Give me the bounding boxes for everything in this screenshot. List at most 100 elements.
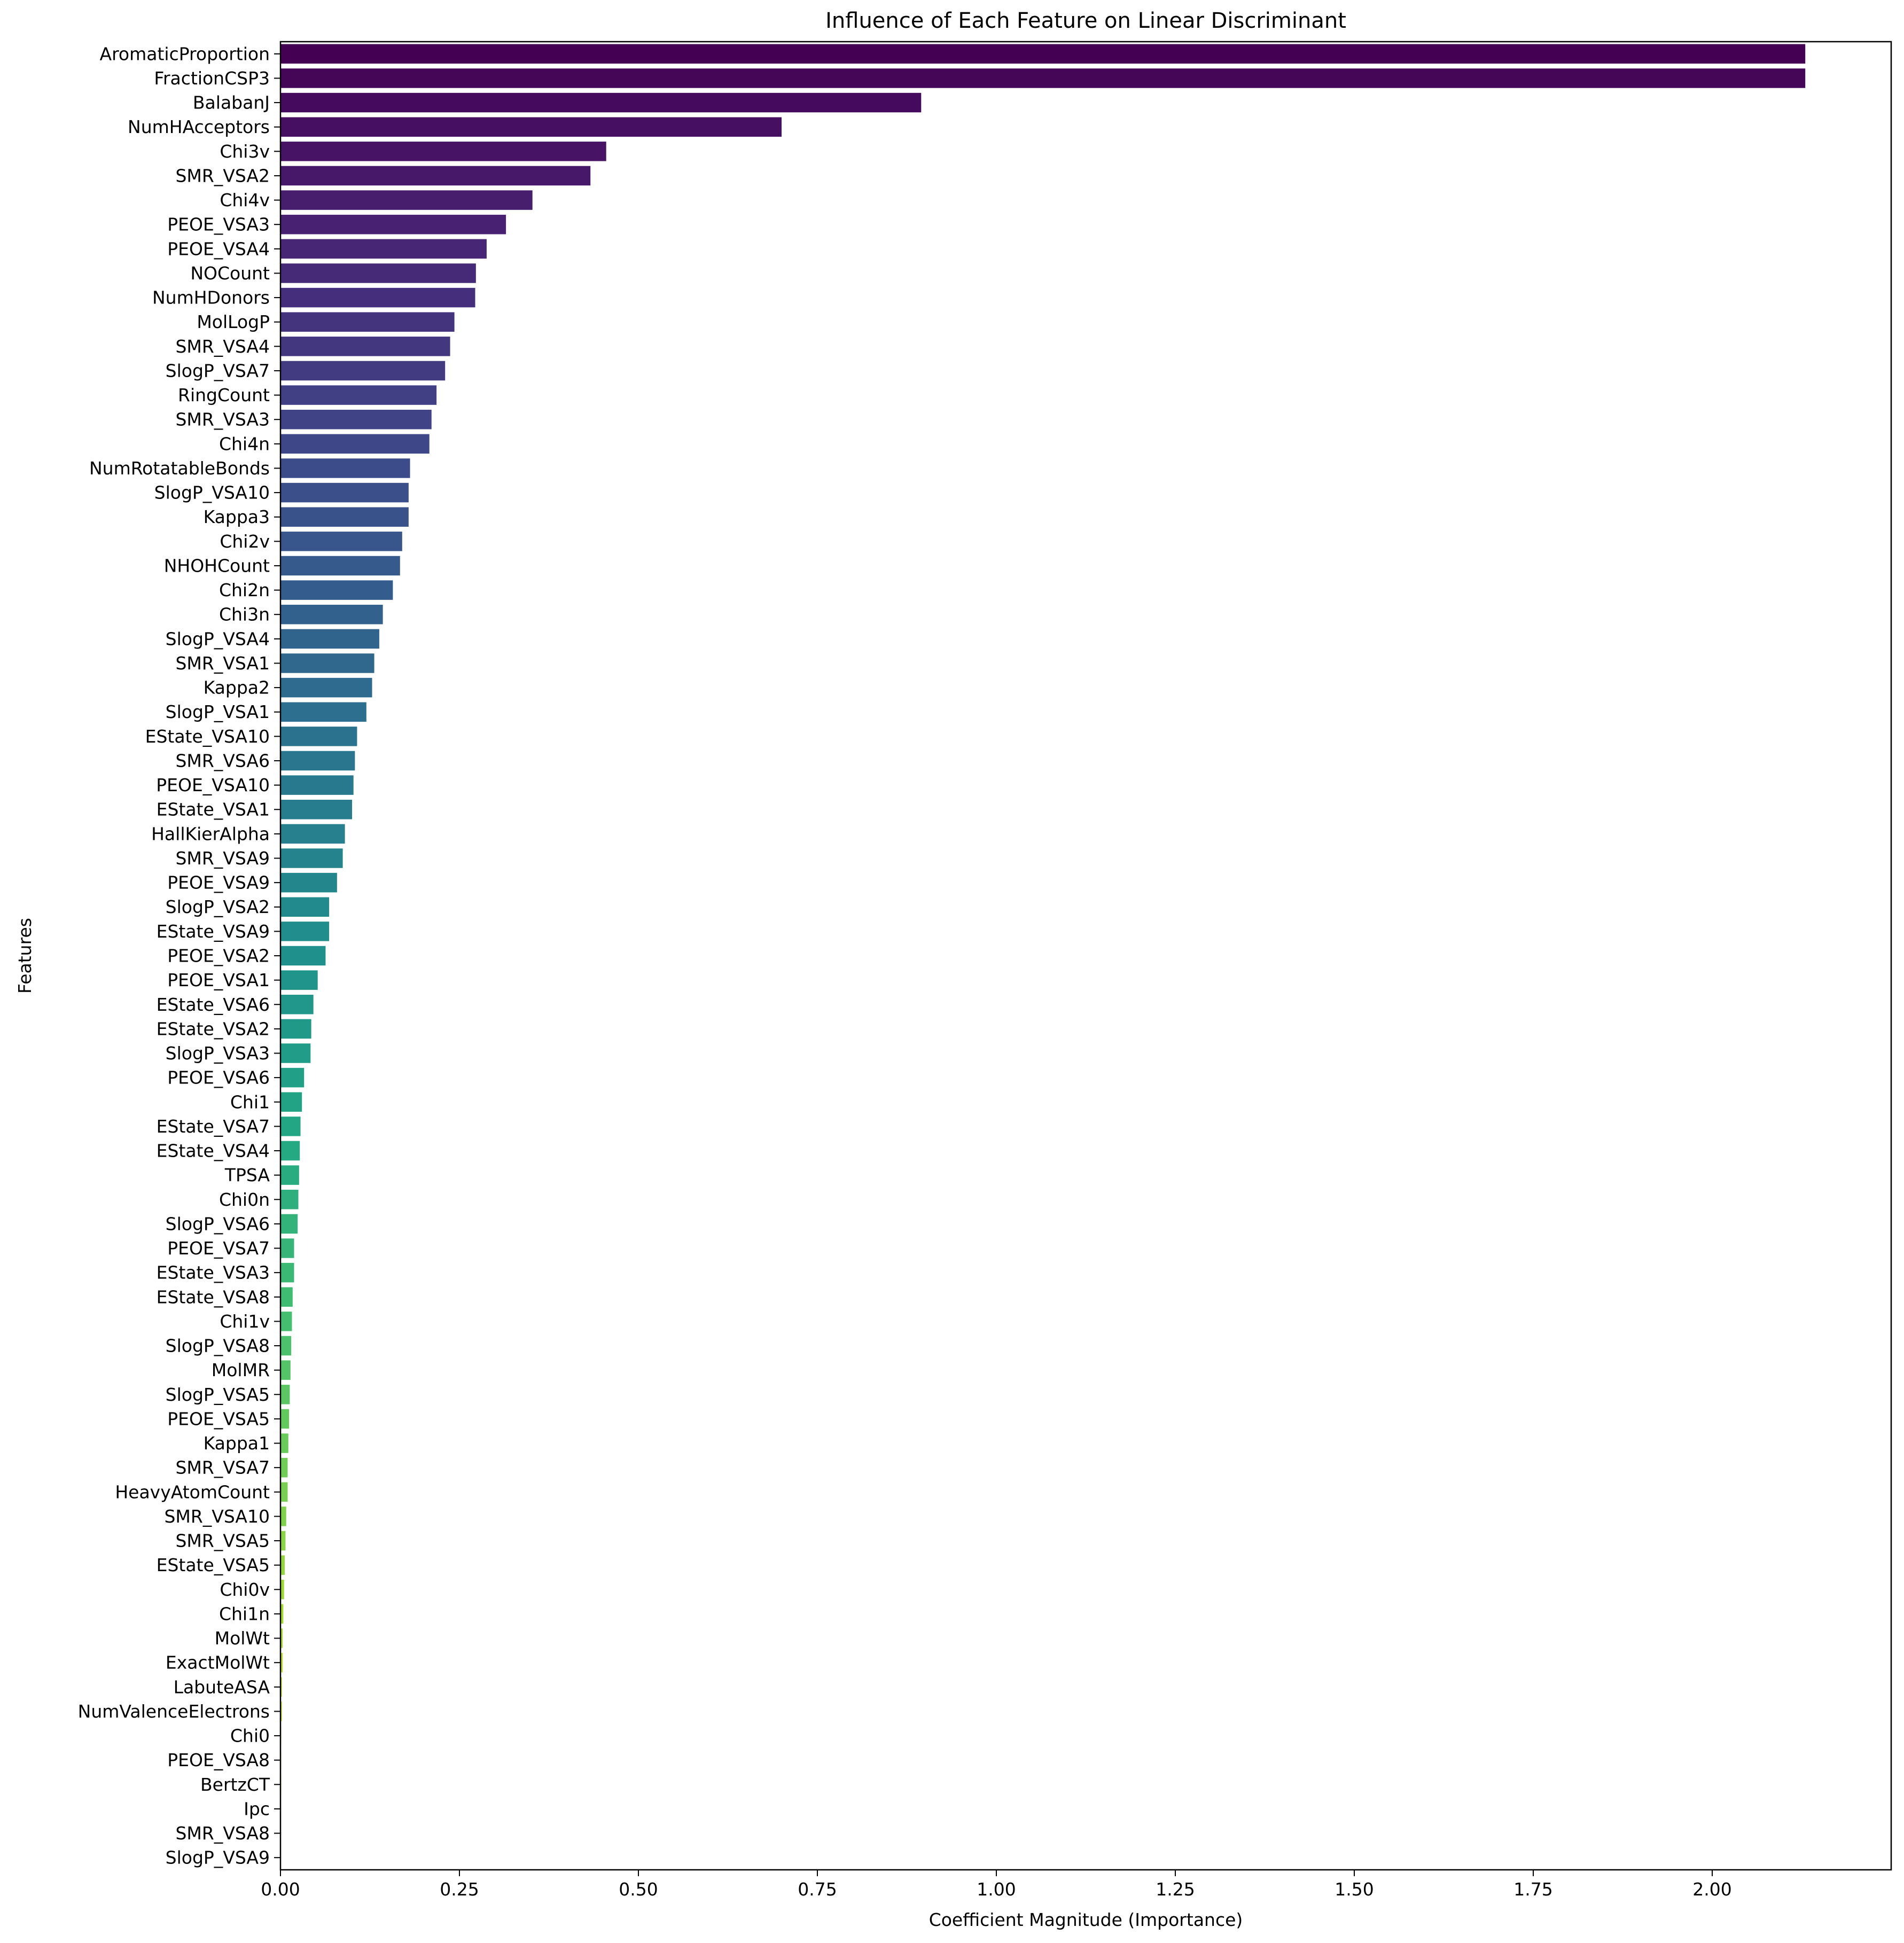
- x-axis-ticks: 0.00 0.25 0.50 0.75 1.00 1.25 1.50 1.75 2.00: [261, 1870, 1732, 1900]
- bar: [280, 1652, 283, 1673]
- bar: [280, 68, 1806, 88]
- bar: [280, 337, 450, 356]
- bar: [280, 92, 922, 113]
- bar: [280, 775, 354, 795]
- x-tick-label: 1.00: [977, 1879, 1016, 1900]
- bar: [280, 580, 393, 600]
- y-tick-label: Chi2n: [219, 580, 270, 600]
- y-tick-label: LabuteASA: [174, 1676, 270, 1697]
- bar: [280, 922, 330, 941]
- bar: [280, 702, 366, 722]
- bar: [280, 434, 430, 454]
- y-tick-label: HallKierAlpha: [151, 823, 270, 844]
- chart-title: Influence of Each Feature on Linear Disc…: [825, 9, 1346, 33]
- y-tick-label: EState_VSA3: [157, 1262, 270, 1283]
- y-tick-label: Chi2v: [220, 531, 270, 552]
- bar: [280, 1580, 284, 1599]
- bar: [280, 507, 409, 527]
- y-tick-label: SMR_VSA1: [175, 653, 270, 674]
- y-tick-label: PEOE_VSA8: [167, 1750, 270, 1770]
- axes-frame: [279, 41, 1892, 1871]
- bar: [280, 361, 446, 381]
- y-tick-label: SlogP_VSA6: [166, 1213, 270, 1234]
- bar: [280, 1312, 292, 1331]
- y-tick-label: SlogP_VSA9: [166, 1847, 270, 1868]
- y-tick-label: PEOE_VSA1: [167, 970, 270, 990]
- y-tick-label: Kappa1: [204, 1433, 270, 1454]
- y-axis-label: Features: [14, 918, 35, 994]
- bar: [280, 1531, 286, 1551]
- y-tick-label: Chi1v: [220, 1311, 270, 1332]
- y-tick-label: SlogP_VSA4: [166, 628, 270, 649]
- y-tick-label: Chi0n: [219, 1189, 270, 1210]
- y-tick-label: EState_VSA5: [157, 1555, 270, 1575]
- bar: [280, 1628, 283, 1648]
- bar: [280, 214, 506, 235]
- bar: [280, 970, 318, 990]
- bar: [280, 556, 400, 576]
- bar: [280, 1117, 301, 1136]
- bar: [280, 1043, 311, 1063]
- bar: [280, 1360, 291, 1380]
- y-tick-label: PEOE_VSA7: [167, 1238, 270, 1259]
- bar: [280, 532, 402, 551]
- bar: [280, 1141, 300, 1161]
- y-tick-label: Chi1: [230, 1091, 270, 1112]
- y-tick-label: SMR_VSA2: [175, 165, 270, 186]
- y-tick-label: Ipc: [244, 1798, 270, 1819]
- y-tick-label: Chi3v: [220, 141, 270, 162]
- y-tick-label: NHOHCount: [164, 555, 270, 576]
- y-tick-label: BalabanJ: [193, 92, 270, 113]
- bar: [280, 1262, 294, 1283]
- bar: [280, 190, 533, 210]
- y-tick-label: PEOE_VSA5: [167, 1408, 270, 1429]
- y-tick-label: SlogP_VSA8: [166, 1336, 270, 1356]
- bar: [280, 1677, 282, 1697]
- bar: [280, 727, 357, 746]
- bar: [280, 799, 352, 820]
- bar: [280, 287, 475, 308]
- bar: [280, 653, 374, 673]
- y-tick-label: Chi0: [230, 1726, 270, 1746]
- y-tick-label: EState_VSA8: [157, 1286, 270, 1307]
- x-tick-label: 2.00: [1692, 1879, 1731, 1900]
- y-tick-label: RingCount: [178, 385, 270, 405]
- bar: [280, 263, 476, 283]
- y-tick-label: EState_VSA1: [157, 799, 270, 820]
- y-tick-label: FractionCSP3: [154, 68, 270, 89]
- y-tick-label: EState_VSA7: [157, 1116, 270, 1137]
- x-tick-label: 0.00: [261, 1879, 300, 1900]
- bar: [280, 848, 343, 868]
- y-tick-label: NOCount: [190, 263, 270, 284]
- bar: [280, 751, 355, 771]
- y-tick-label: PEOE_VSA3: [167, 214, 270, 235]
- y-tick-label: Chi1n: [219, 1603, 270, 1624]
- y-axis-ticks: AromaticProportion FractionCSP3 BalabanJ Nu…: [78, 43, 280, 1868]
- x-tick-label: 0.25: [440, 1879, 479, 1900]
- bar: [280, 44, 1806, 64]
- x-tick-label: 1.75: [1513, 1879, 1552, 1900]
- y-tick-label: EState_VSA10: [145, 726, 270, 747]
- y-tick-label: Chi0v: [220, 1579, 270, 1600]
- bar: [280, 1604, 284, 1624]
- bar: [280, 946, 326, 966]
- bar: [280, 409, 432, 430]
- y-tick-label: SMR_VSA7: [175, 1457, 270, 1478]
- y-tick-label: NumRotatableBonds: [89, 458, 270, 479]
- bar: [280, 897, 330, 917]
- y-tick-label: SMR_VSA5: [175, 1531, 270, 1551]
- y-tick-label: PEOE_VSA4: [167, 238, 270, 259]
- y-tick-label: Kappa2: [204, 677, 270, 698]
- y-tick-label: EState_VSA6: [157, 994, 270, 1015]
- y-tick-label: PEOE_VSA6: [167, 1067, 270, 1088]
- bar: [280, 142, 606, 161]
- bar: [280, 1287, 293, 1307]
- y-tick-label: MolLogP: [197, 311, 270, 332]
- x-tick-label: 1.25: [1156, 1879, 1195, 1900]
- bar: [280, 1409, 290, 1429]
- bar: [280, 1555, 285, 1575]
- bar: [280, 1385, 290, 1404]
- y-tick-label: SMR_VSA3: [175, 409, 270, 430]
